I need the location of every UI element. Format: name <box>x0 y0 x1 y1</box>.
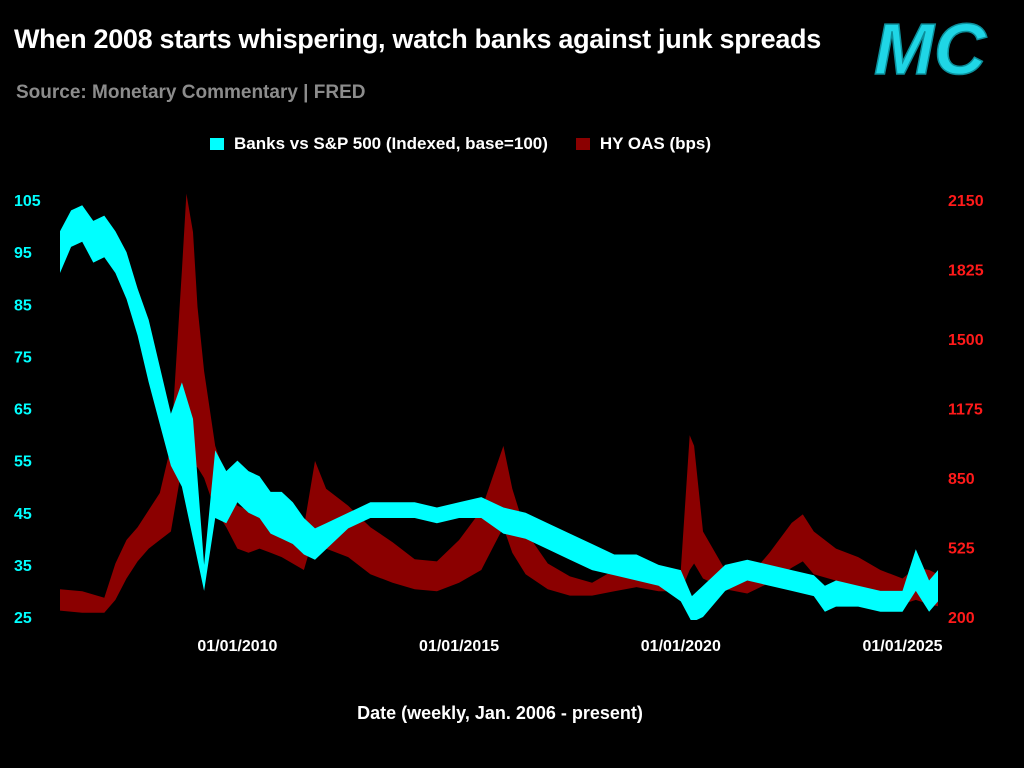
legend-swatch-hy-oas <box>575 138 590 150</box>
y-left-tick-label: 85 <box>14 297 32 314</box>
y-right-tick-label: 525 <box>948 541 975 558</box>
series-area-banks <box>60 205 938 620</box>
y-left-tick-label: 25 <box>14 610 32 627</box>
y-left-tick-label: 55 <box>14 454 32 471</box>
y-right-tick-label: 1825 <box>948 263 984 280</box>
y-left-tick-label: 105 <box>14 193 41 210</box>
legend-swatch-banks <box>210 138 224 150</box>
chart-title: When 2008 starts whispering, watch banks… <box>14 24 821 54</box>
x-tick-label: 01/01/2025 <box>862 638 942 655</box>
chart-legend: Banks vs S&P 500 (Indexed, base=100) HY … <box>210 134 711 154</box>
logo-text: MC <box>874 10 987 90</box>
x-axis-label: Date (weekly, Jan. 2006 - present) <box>357 703 643 723</box>
legend-label-hy-oas: HY OAS (bps) <box>599 134 712 153</box>
legend-label-banks: Banks vs S&P 500 (Indexed, base=100) <box>234 134 548 153</box>
y-left-tick-label: 75 <box>14 349 32 366</box>
y-left-tick-label: 35 <box>14 558 32 575</box>
x-tick-label: 01/01/2020 <box>641 638 721 655</box>
series-area-hy-oas <box>60 193 938 613</box>
y-right-tick-label: 200 <box>948 610 975 627</box>
y-right-tick-label: 850 <box>948 471 975 488</box>
x-tick-label: 01/01/2015 <box>419 638 499 655</box>
legend-item-hy-oas: HY OAS (bps) <box>575 134 712 154</box>
y-right-tick-label: 1175 <box>948 402 983 419</box>
mc-logo: MC <box>873 9 987 91</box>
y-left-tick-label: 95 <box>14 245 32 262</box>
x-tick-label: 01/01/2010 <box>197 638 277 655</box>
legend-item-banks: Banks vs S&P 500 (Indexed, base=100) <box>210 134 548 154</box>
chart-subtitle: Source: Monetary Commentary | FRED <box>16 82 366 103</box>
y-left-tick-label: 45 <box>14 506 32 523</box>
y-right-tick-label: 2150 <box>948 193 984 210</box>
y-left-tick-label: 65 <box>14 402 32 419</box>
y-right-tick-label: 1500 <box>948 332 984 349</box>
